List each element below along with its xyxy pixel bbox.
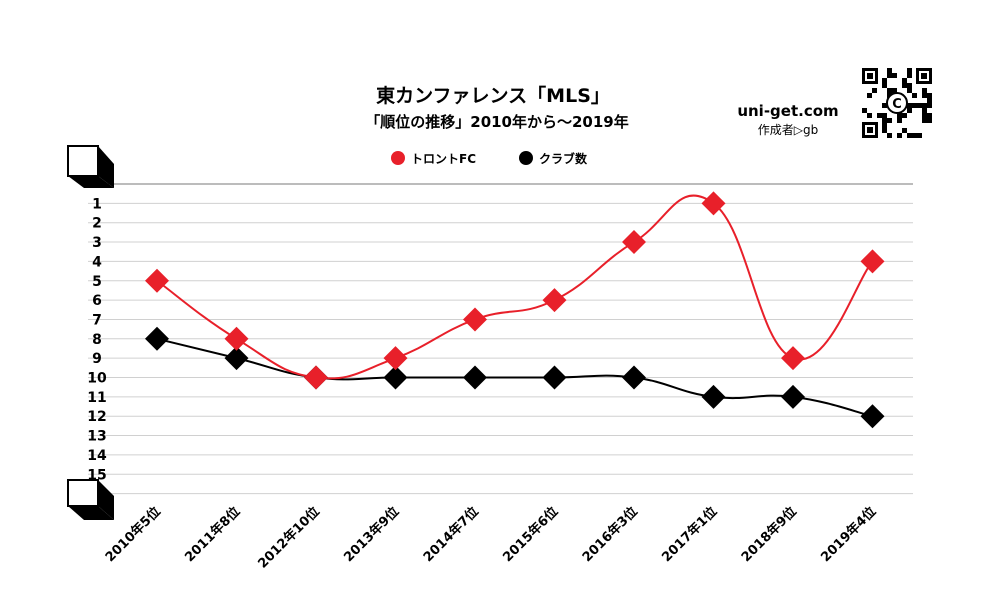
data-point-marker bbox=[542, 288, 567, 313]
y-tick-label: 1 bbox=[92, 196, 102, 212]
data-point-marker bbox=[463, 365, 487, 390]
y-tick-label: 3 bbox=[92, 235, 102, 251]
legend-marker-clubs bbox=[519, 151, 533, 165]
chart-subtitle: 「順位の推移」2010年から～2019年 bbox=[365, 113, 629, 131]
data-point-marker bbox=[622, 230, 646, 255]
legend-label-toronto: トロントFC bbox=[411, 152, 476, 166]
data-point-marker bbox=[145, 326, 169, 351]
y-tick-label: 4 bbox=[92, 254, 102, 270]
y-tick-label: 12 bbox=[87, 409, 106, 425]
series-line-1 bbox=[156, 337, 873, 418]
x-tick-label: 2019年4位 bbox=[818, 504, 880, 566]
y-tick-label: 13 bbox=[87, 429, 106, 445]
x-tick-label: 2015年6位 bbox=[500, 504, 562, 566]
data-point-marker bbox=[542, 365, 567, 390]
data-point-marker bbox=[224, 326, 249, 351]
data-point-marker bbox=[701, 191, 726, 216]
data-point-marker bbox=[383, 365, 408, 390]
y-tick-label: 10 bbox=[87, 371, 107, 387]
data-point-marker bbox=[145, 268, 169, 293]
legend: トロントFC クラブ数 bbox=[391, 151, 588, 166]
cube-icon-top bbox=[67, 145, 114, 188]
data-point-marker bbox=[224, 346, 249, 371]
data-point-marker bbox=[304, 365, 328, 390]
x-tick-label: 2016年3位 bbox=[579, 504, 641, 566]
y-tick-label: 9 bbox=[92, 351, 102, 367]
y-tick-label: 5 bbox=[92, 274, 102, 290]
y-tick-label: 7 bbox=[92, 312, 102, 328]
data-point-marker bbox=[701, 384, 726, 409]
series-lines bbox=[156, 194, 874, 418]
cube-icon-bottom bbox=[67, 479, 114, 520]
data-point-marker bbox=[860, 404, 885, 429]
chart-title: 東カンファレンス「MLS」 bbox=[376, 84, 610, 107]
x-tick-label: 2013年9位 bbox=[341, 504, 403, 566]
y-tick-label: 2 bbox=[92, 216, 102, 232]
legend-marker-toronto bbox=[391, 151, 405, 165]
x-tick-label: 2011年8位 bbox=[182, 504, 244, 566]
legend-label-clubs: クラブ数 bbox=[539, 151, 588, 166]
data-point-marker bbox=[781, 384, 805, 409]
author-credit: 作成者▷gb bbox=[758, 123, 818, 137]
legend-item-clubs: クラブ数 bbox=[519, 151, 588, 166]
y-tick-label: 8 bbox=[92, 332, 102, 348]
site-name: uni-get.com bbox=[737, 102, 838, 120]
y-tick-label: 14 bbox=[87, 448, 107, 464]
y-tick-label: 11 bbox=[87, 390, 106, 406]
x-tick-label: 2014年7位 bbox=[420, 504, 482, 566]
x-tick-label: 2012年10位 bbox=[255, 504, 323, 572]
gridlines bbox=[88, 183, 913, 495]
x-axis-ticks: 2010年5位 2011年8位 2012年10位 2013年9位 2014年7位 2015… bbox=[102, 504, 879, 572]
data-point-marker bbox=[463, 307, 487, 332]
data-point-marker bbox=[860, 249, 885, 274]
data-point-marker bbox=[622, 365, 646, 390]
qr-code-icon: C bbox=[862, 68, 932, 138]
y-tick-label: 6 bbox=[92, 293, 102, 309]
x-tick-label: 2017年1位 bbox=[659, 504, 721, 566]
data-point-marker bbox=[383, 346, 408, 371]
legend-item-toronto: トロントFC bbox=[391, 151, 476, 166]
x-tick-label: 2018年9位 bbox=[738, 504, 800, 566]
series-markers bbox=[145, 191, 885, 429]
data-point-marker bbox=[781, 346, 805, 371]
svg-text:C: C bbox=[892, 97, 902, 112]
